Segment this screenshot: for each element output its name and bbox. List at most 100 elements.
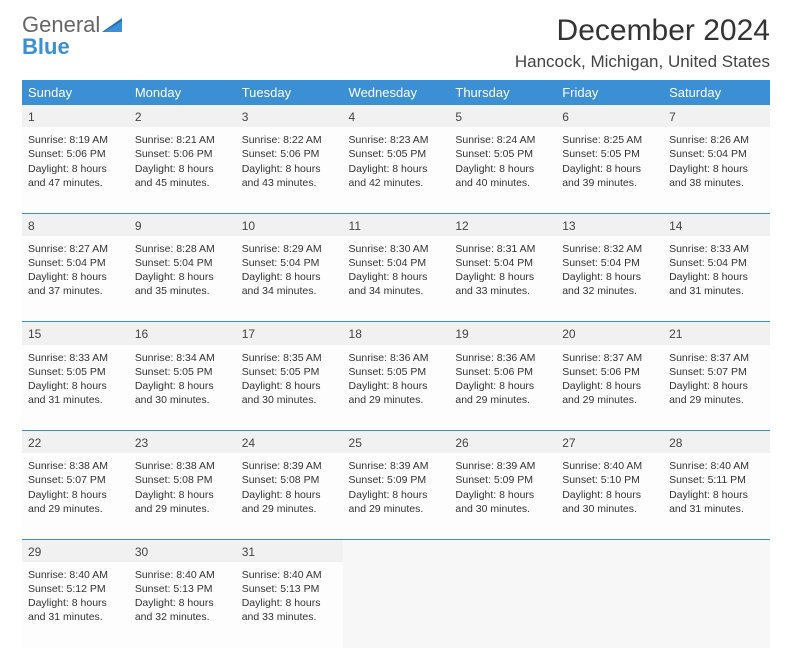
sunrise-line: Sunrise: 8:40 AM [242,568,337,582]
daylight-line: Daylight: 8 hours and 30 minutes. [242,379,337,407]
daynum-cell: 3 [236,105,343,127]
daynum-cell: 30 [129,539,236,562]
sunset-line: Sunset: 5:04 PM [562,256,657,270]
calendar-cell: Sunrise: 8:33 AMSunset: 5:04 PMDaylight:… [663,236,770,322]
calendar-row: Sunrise: 8:40 AMSunset: 5:12 PMDaylight:… [22,562,770,648]
cell-content: Sunrise: 8:39 AMSunset: 5:08 PMDaylight:… [242,457,337,516]
day-number: 12 [449,214,556,236]
sunrise-line: Sunrise: 8:33 AM [28,351,123,365]
calendar-cell: Sunrise: 8:39 AMSunset: 5:08 PMDaylight:… [236,453,343,539]
sunset-line: Sunset: 5:05 PM [135,365,230,379]
cell-content: Sunrise: 8:28 AMSunset: 5:04 PMDaylight:… [135,240,230,299]
day-number: 14 [663,214,770,236]
sunset-line: Sunset: 5:13 PM [135,582,230,596]
page-title: December 2024 [515,14,770,48]
daylight-line: Daylight: 8 hours and 31 minutes. [28,379,123,407]
sunset-line: Sunset: 5:12 PM [28,582,123,596]
sunrise-line: Sunrise: 8:29 AM [242,242,337,256]
sunrise-line: Sunrise: 8:40 AM [28,568,123,582]
sunset-line: Sunset: 5:07 PM [669,365,764,379]
cell-content: Sunrise: 8:40 AMSunset: 5:11 PMDaylight:… [669,457,764,516]
daynum-cell [449,539,556,562]
calendar-cell: Sunrise: 8:22 AMSunset: 5:06 PMDaylight:… [236,127,343,213]
calendar-cell: Sunrise: 8:40 AMSunset: 5:13 PMDaylight:… [236,562,343,648]
sunset-line: Sunset: 5:11 PM [669,473,764,487]
daynum-cell: 18 [343,322,450,345]
sail-icon [102,16,124,32]
day-number: 19 [449,322,556,344]
daylight-line: Daylight: 8 hours and 29 minutes. [669,379,764,407]
daylight-line: Daylight: 8 hours and 39 minutes. [562,162,657,190]
cell-content: Sunrise: 8:35 AMSunset: 5:05 PMDaylight:… [242,349,337,408]
calendar-cell: Sunrise: 8:40 AMSunset: 5:11 PMDaylight:… [663,453,770,539]
calendar-cell: Sunrise: 8:40 AMSunset: 5:12 PMDaylight:… [22,562,129,648]
cell-content: Sunrise: 8:26 AMSunset: 5:04 PMDaylight:… [669,131,764,190]
cell-content: Sunrise: 8:40 AMSunset: 5:10 PMDaylight:… [562,457,657,516]
cell-content: Sunrise: 8:34 AMSunset: 5:05 PMDaylight:… [135,349,230,408]
day-number: 23 [129,431,236,453]
daynum-cell: 9 [129,213,236,236]
sunrise-line: Sunrise: 8:31 AM [455,242,550,256]
calendar-cell: Sunrise: 8:24 AMSunset: 5:05 PMDaylight:… [449,127,556,213]
cell-content: Sunrise: 8:38 AMSunset: 5:08 PMDaylight:… [135,457,230,516]
sunset-line: Sunset: 5:06 PM [242,147,337,161]
day-number: 17 [236,322,343,344]
day-number: 24 [236,431,343,453]
daylight-line: Daylight: 8 hours and 40 minutes. [455,162,550,190]
daynum-row: 1234567 [22,105,770,127]
calendar-cell: Sunrise: 8:39 AMSunset: 5:09 PMDaylight:… [343,453,450,539]
daynum-cell: 20 [556,322,663,345]
calendar-cell: Sunrise: 8:26 AMSunset: 5:04 PMDaylight:… [663,127,770,213]
daynum-cell: 24 [236,431,343,454]
calendar-cell: Sunrise: 8:36 AMSunset: 5:06 PMDaylight:… [449,345,556,431]
daylight-line: Daylight: 8 hours and 38 minutes. [669,162,764,190]
sunrise-line: Sunrise: 8:39 AM [242,459,337,473]
calendar-cell: Sunrise: 8:37 AMSunset: 5:07 PMDaylight:… [663,345,770,431]
daynum-cell: 7 [663,105,770,127]
cell-content: Sunrise: 8:23 AMSunset: 5:05 PMDaylight:… [349,131,444,190]
cell-content: Sunrise: 8:36 AMSunset: 5:05 PMDaylight:… [349,349,444,408]
cell-content: Sunrise: 8:37 AMSunset: 5:07 PMDaylight:… [669,349,764,408]
sunrise-line: Sunrise: 8:40 AM [562,459,657,473]
calendar-cell: Sunrise: 8:25 AMSunset: 5:05 PMDaylight:… [556,127,663,213]
sunrise-line: Sunrise: 8:39 AM [455,459,550,473]
daynum-cell: 29 [22,539,129,562]
daylight-line: Daylight: 8 hours and 31 minutes. [669,488,764,516]
cell-content: Sunrise: 8:22 AMSunset: 5:06 PMDaylight:… [242,131,337,190]
daynum-cell: 19 [449,322,556,345]
day-number: 13 [556,214,663,236]
calendar-row: Sunrise: 8:33 AM Sunset: 5:05 PM Daylight:… [22,345,770,431]
day-header: Wednesday [343,80,450,105]
sunset-line: Sunset: 5:06 PM [28,147,123,161]
cell-content: Sunrise: 8:33 AMSunset: 5:05 PMDaylight:… [28,349,123,408]
cell-content: Sunrise: 8:33 AMSunset: 5:04 PMDaylight:… [669,240,764,299]
sunset-line: Sunset: 5:13 PM [242,582,337,596]
calendar-row: Sunrise: 8:19 AMSunset: 5:06 PMDaylight:… [22,127,770,213]
day-number: 25 [343,431,450,453]
day-number: 7 [663,105,770,127]
sunrise-line: Sunrise: 8:35 AM [242,351,337,365]
calendar-cell [449,562,556,648]
daynum-cell: 2 [129,105,236,127]
sunset-line: Sunset: 5:08 PM [135,473,230,487]
cell-content: Sunrise: 8:27 AMSunset: 5:04 PMDaylight:… [28,240,123,299]
daylight-line: Daylight: 8 hours and 33 minutes. [242,596,337,624]
location-subtitle: Hancock, Michigan, United States [515,52,770,72]
calendar-cell: Sunrise: 8:40 AMSunset: 5:10 PMDaylight:… [556,453,663,539]
day-number: 4 [343,105,450,127]
daylight-line: Daylight: 8 hours and 31 minutes. [669,270,764,298]
sunset-line: Sunset: 5:06 PM [135,147,230,161]
daylight-line: Daylight: 8 hours and 33 minutes. [455,270,550,298]
sunset-line: Sunset: 5:04 PM [242,256,337,270]
daylight-line: Daylight: 8 hours and 29 minutes. [455,379,550,407]
daylight-line: Daylight: 8 hours and 34 minutes. [242,270,337,298]
calendar-cell: Sunrise: 8:31 AMSunset: 5:04 PMDaylight:… [449,236,556,322]
calendar-cell [343,562,450,648]
day-header-row: SundayMondayTuesdayWednesdayThursdayFrid… [22,80,770,105]
sunrise-line: Sunrise: 8:36 AM [455,351,550,365]
sunrise-line: Sunrise: 8:39 AM [349,459,444,473]
daynum-cell: 12 [449,213,556,236]
calendar-cell: Sunrise: 8:39 AMSunset: 5:09 PMDaylight:… [449,453,556,539]
day-number: 20 [556,322,663,344]
calendar-table: SundayMondayTuesdayWednesdayThursdayFrid… [22,80,770,648]
